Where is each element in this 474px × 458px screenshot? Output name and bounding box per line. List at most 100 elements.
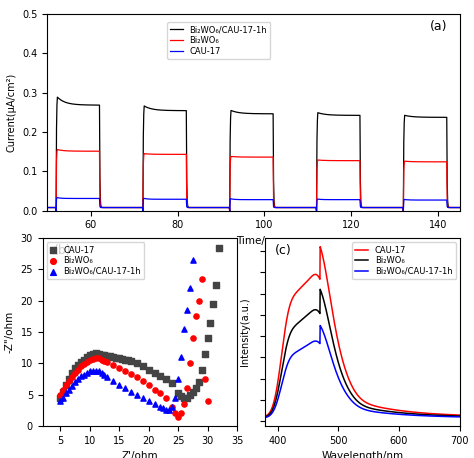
CAU-17 [156, 372, 164, 380]
Bi₂WO₆/CAU-17-1h [86, 368, 93, 375]
CAU-17 [159, 196, 164, 202]
Bi₂WO₆ [163, 394, 170, 401]
CAU-17 [71, 365, 79, 372]
Y-axis label: Current(μA/cm²): Current(μA/cm²) [7, 72, 17, 152]
Bi₂WO₆ [195, 297, 202, 305]
Bi₂WO₆ [92, 354, 100, 362]
Bi₂WO₆/CAU-17-1h [68, 382, 76, 390]
Line: Bi₂WO₆: Bi₂WO₆ [265, 289, 460, 417]
Bi₂WO₆ [410, 411, 416, 416]
CAU-17 [98, 351, 105, 358]
Bi₂WO₆ [127, 371, 135, 378]
Bi₂WO₆ [83, 359, 91, 366]
Bi₂WO₆ [387, 409, 392, 414]
CAU-17 [59, 388, 67, 395]
CAU-17 [145, 366, 153, 373]
Bi₂WO₆ [159, 152, 164, 157]
Bi₂WO₆/CAU-17-1h [98, 369, 105, 376]
CAU-17 [274, 382, 280, 387]
CAU-17 [376, 404, 382, 409]
Bi₂WO₆ [89, 355, 97, 363]
Bi₂WO₆ [45, 205, 50, 210]
Bi₂WO₆ [453, 205, 458, 210]
Bi₂WO₆ [201, 376, 209, 383]
Bi₂WO₆ [139, 377, 146, 385]
X-axis label: Time/s: Time/s [237, 236, 271, 246]
Bi₂WO₆/CAU-17-1h [65, 386, 73, 393]
Text: (b): (b) [55, 244, 72, 257]
Bi₂WO₆ [172, 410, 179, 417]
CAU-17 [457, 205, 463, 210]
CAU-17 [53, 208, 59, 213]
Bi₂WO₆/CAU-17-1h [56, 397, 64, 404]
CAU-17 [112, 354, 120, 361]
CAU-17 [201, 350, 209, 358]
CAU-17 [107, 353, 114, 360]
Text: (a): (a) [430, 20, 447, 33]
CAU-17 [163, 376, 170, 383]
CAU-17 [151, 369, 158, 376]
CAU-17 [381, 405, 386, 411]
X-axis label: Z'/ohm: Z'/ohm [121, 451, 158, 458]
Bi₂WO₆/CAU-17-1h [63, 390, 70, 397]
Bi₂WO₆/CAU-17-1h [410, 413, 416, 418]
Bi₂WO₆/CAU-17-1h [55, 94, 60, 100]
CAU-17 [213, 281, 220, 289]
Legend: Bi₂WO₆/CAU-17-1h, Bi₂WO₆, CAU-17: Bi₂WO₆/CAU-17-1h, Bi₂WO₆, CAU-17 [167, 22, 271, 59]
X-axis label: Wavelength/nm: Wavelength/nm [321, 451, 404, 458]
Bi₂WO₆ [80, 360, 88, 368]
Bi₂WO₆ [387, 205, 392, 210]
CAU-17 [104, 352, 111, 360]
Bi₂WO₆/CAU-17-1h [174, 376, 182, 383]
CAU-17 [387, 205, 392, 210]
CAU-17 [410, 409, 416, 415]
Y-axis label: Intensity(a.u.): Intensity(a.u.) [240, 298, 250, 366]
CAU-17 [180, 394, 188, 401]
CAU-17 [68, 369, 76, 376]
Bi₂WO₆/CAU-17-1h [83, 369, 91, 376]
Bi₂WO₆ [186, 360, 194, 367]
Bi₂WO₆/CAU-17-1h [411, 114, 417, 120]
Bi₂WO₆/CAU-17-1h [163, 407, 170, 414]
Bi₂WO₆ [168, 403, 176, 411]
Bi₂WO₆ [74, 366, 82, 373]
Bi₂WO₆ [457, 413, 463, 419]
Bi₂WO₆ [133, 373, 141, 381]
Bi₂WO₆/CAU-17-1h [133, 391, 141, 398]
Bi₂WO₆/CAU-17-1h [387, 205, 392, 210]
CAU-17 [77, 359, 85, 366]
Bi₂WO₆ [174, 413, 182, 420]
CAU-17 [74, 361, 82, 368]
Bi₂WO₆ [156, 390, 164, 397]
Bi₂WO₆/CAU-17-1h [430, 414, 436, 419]
Bi₂WO₆/CAU-17-1h [274, 398, 280, 403]
Bi₂WO₆ [274, 391, 280, 397]
CAU-17 [168, 380, 176, 387]
CAU-17 [86, 352, 93, 359]
CAU-17 [457, 412, 463, 418]
Bi₂WO₆ [411, 159, 417, 164]
Bi₂WO₆/CAU-17-1h [263, 414, 268, 420]
Bi₂WO₆/CAU-17-1h [121, 385, 129, 392]
Line: Bi₂WO₆/CAU-17-1h: Bi₂WO₆/CAU-17-1h [47, 97, 460, 211]
CAU-17 [63, 382, 70, 389]
Bi₂WO₆/CAU-17-1h [186, 284, 194, 292]
Bi₂WO₆ [98, 356, 105, 363]
Bi₂WO₆ [121, 367, 129, 375]
Bi₂WO₆/CAU-17-1h [177, 354, 185, 361]
CAU-17 [204, 335, 211, 342]
Bi₂WO₆/CAU-17-1h [381, 205, 386, 210]
Bi₂WO₆/CAU-17-1h [387, 411, 392, 416]
Bi₂WO₆ [204, 397, 211, 404]
CAU-17 [177, 392, 185, 399]
CAU-17 [95, 350, 102, 358]
CAU-17 [453, 205, 458, 210]
Bi₂WO₆ [95, 354, 102, 362]
CAU-17 [139, 363, 146, 370]
CAU-17 [65, 376, 73, 383]
Bi₂WO₆/CAU-17-1h [116, 381, 123, 388]
CAU-17 [216, 244, 223, 251]
Bi₂WO₆/CAU-17-1h [71, 378, 79, 386]
CAU-17 [174, 390, 182, 397]
CAU-17 [381, 205, 386, 210]
